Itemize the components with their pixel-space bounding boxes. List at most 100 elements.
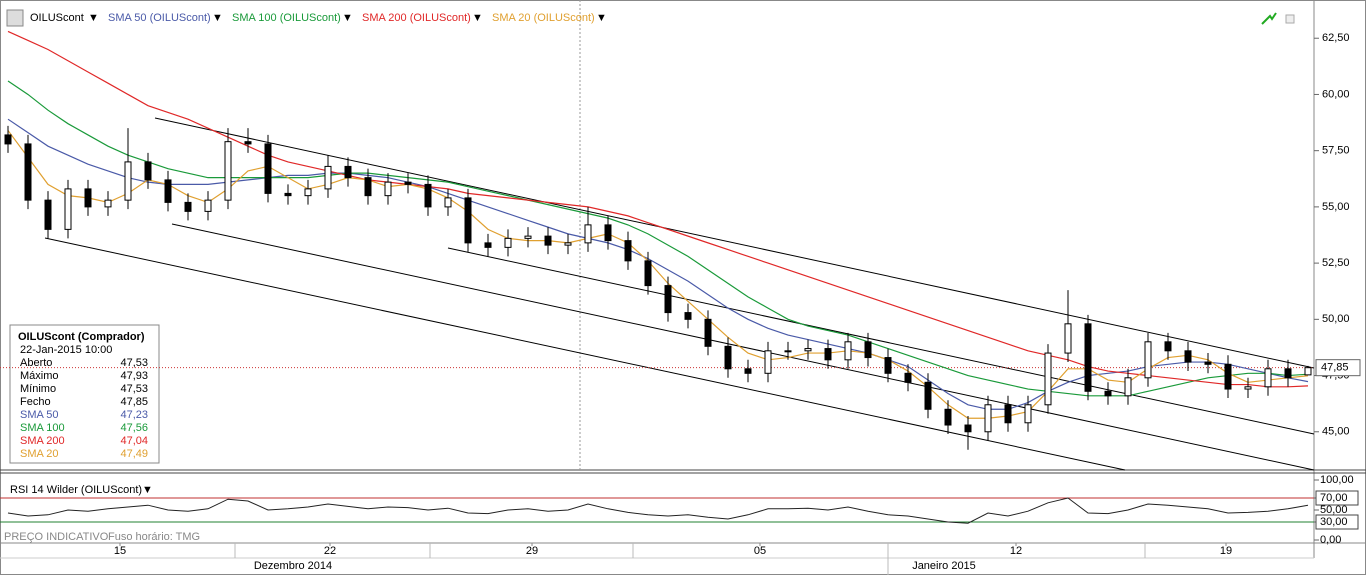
candle-body (584, 224, 592, 244)
candle-body (484, 242, 492, 248)
x-group-label: Janeiro 2015 (912, 560, 976, 572)
candle-body (1284, 368, 1292, 379)
candle-body (124, 161, 132, 201)
candle-body (704, 318, 712, 347)
rsi-line (7, 497, 1309, 524)
info-value: 47,23 (120, 409, 148, 421)
candle-body (984, 404, 992, 433)
candle-body (464, 197, 472, 244)
candle-body (764, 350, 772, 374)
candle-body (184, 201, 192, 212)
trend-icon[interactable] (1261, 12, 1277, 25)
y-tick-label: 60,00 (1322, 88, 1350, 100)
candle-body (284, 192, 292, 197)
candle-body (404, 181, 412, 185)
dropdown-arrow[interactable]: ▼ (142, 484, 153, 496)
candle-body (1064, 323, 1072, 354)
x-separators (234, 543, 1146, 575)
candle-body (924, 381, 932, 410)
candle-body (264, 143, 272, 194)
legend-item[interactable]: SMA 20 (OILUScont) (492, 12, 595, 24)
y-tick-label: 70,00 (1320, 492, 1348, 504)
candle-body (44, 199, 52, 230)
info-value: 47,04 (120, 435, 148, 447)
candle-body (524, 235, 532, 239)
candle-body (564, 242, 572, 246)
dropdown-arrow[interactable]: ▼ (472, 12, 483, 24)
footer-timezone: Fuso horário: TMG (108, 531, 200, 543)
dropdown-arrow[interactable]: ▼ (88, 12, 99, 24)
x-tick-label: 19 (1220, 545, 1232, 557)
x-tick-label: 29 (526, 545, 538, 557)
candle-body (1184, 350, 1192, 363)
legend: OILUScont ▼ SMA 50 (OILUScont) ▼ SMA 100… (6, 9, 1295, 27)
legend-item[interactable]: SMA 100 (OILUScont) (232, 12, 341, 24)
y-tick-label: 30,00 (1320, 516, 1348, 528)
info-value: 47,53 (120, 383, 148, 395)
candle-body (604, 224, 612, 242)
info-label: SMA 200 (20, 435, 65, 447)
candle-body (664, 285, 672, 314)
info-label: Fecho (20, 396, 51, 408)
footer-note: PREÇO INDICATIVO (4, 531, 109, 543)
y-tick-label: 55,00 (1322, 201, 1350, 213)
candle-body (1024, 404, 1032, 424)
x-tick-label: 15 (114, 545, 126, 557)
candle-body (1124, 377, 1132, 397)
symbol-icon[interactable] (6, 9, 24, 27)
candle-body (644, 260, 652, 287)
candle-body (1044, 352, 1052, 406)
level-label-box (1315, 514, 1359, 530)
candle-body (244, 141, 252, 145)
candle-body (884, 357, 892, 374)
dropdown-arrow[interactable]: ▼ (596, 12, 607, 24)
legend-item[interactable]: OILUScont (30, 12, 84, 24)
info-value: 47,56 (120, 422, 148, 434)
candle-body (844, 341, 852, 361)
info-label: Mínimo (20, 383, 56, 395)
candle-body (1304, 367, 1312, 376)
candle-body (384, 181, 392, 197)
candle-body (1244, 386, 1252, 390)
x-group-label: Dezembro 2014 (254, 560, 332, 572)
candle-body (1264, 368, 1272, 388)
candle-body (684, 312, 692, 320)
candle-body (4, 134, 12, 145)
y-tick-label: 0,00 (1320, 534, 1341, 546)
info-value: 47,49 (120, 448, 148, 460)
candle-body (784, 350, 792, 353)
candle-body (324, 165, 332, 190)
y-tick-label: 57,50 (1322, 145, 1350, 157)
candle-body (104, 199, 112, 208)
info-label: SMA 50 (20, 409, 59, 421)
candle-body (444, 197, 452, 208)
x-tick-label: 22 (324, 545, 336, 557)
info-box (9, 324, 160, 464)
info-label: Aberto (20, 357, 52, 369)
dropdown-arrow[interactable]: ▼ (212, 12, 223, 24)
legend-item[interactable]: SMA 200 (OILUScont) (362, 12, 471, 24)
last-price-label: 47,85 (1321, 362, 1349, 374)
rsi-title[interactable]: RSI 14 Wilder (OILUScont) (10, 484, 142, 496)
info-label: Máximo (20, 370, 59, 382)
candle-body (904, 372, 912, 383)
y-tick-label: 52,50 (1322, 257, 1350, 269)
candle-body (1204, 361, 1212, 365)
y-tick-label: 50,00 (1322, 313, 1350, 325)
candle-body (944, 408, 952, 426)
legend-item[interactable]: SMA 50 (OILUScont) (108, 12, 211, 24)
dropdown-arrow[interactable]: ▼ (342, 12, 353, 24)
candle-body (1084, 323, 1092, 392)
candle-body (224, 141, 232, 201)
info-value: 47,93 (120, 370, 148, 382)
candle-body (1004, 404, 1012, 424)
candle-body (24, 143, 32, 201)
info-date: 22-Jan-2015 10:00 (20, 344, 112, 356)
candle-body (964, 424, 972, 433)
candle-body (504, 237, 512, 248)
candle-body (864, 341, 872, 359)
pane-button[interactable] (1285, 14, 1295, 24)
info-label: SMA 20 (20, 448, 59, 460)
